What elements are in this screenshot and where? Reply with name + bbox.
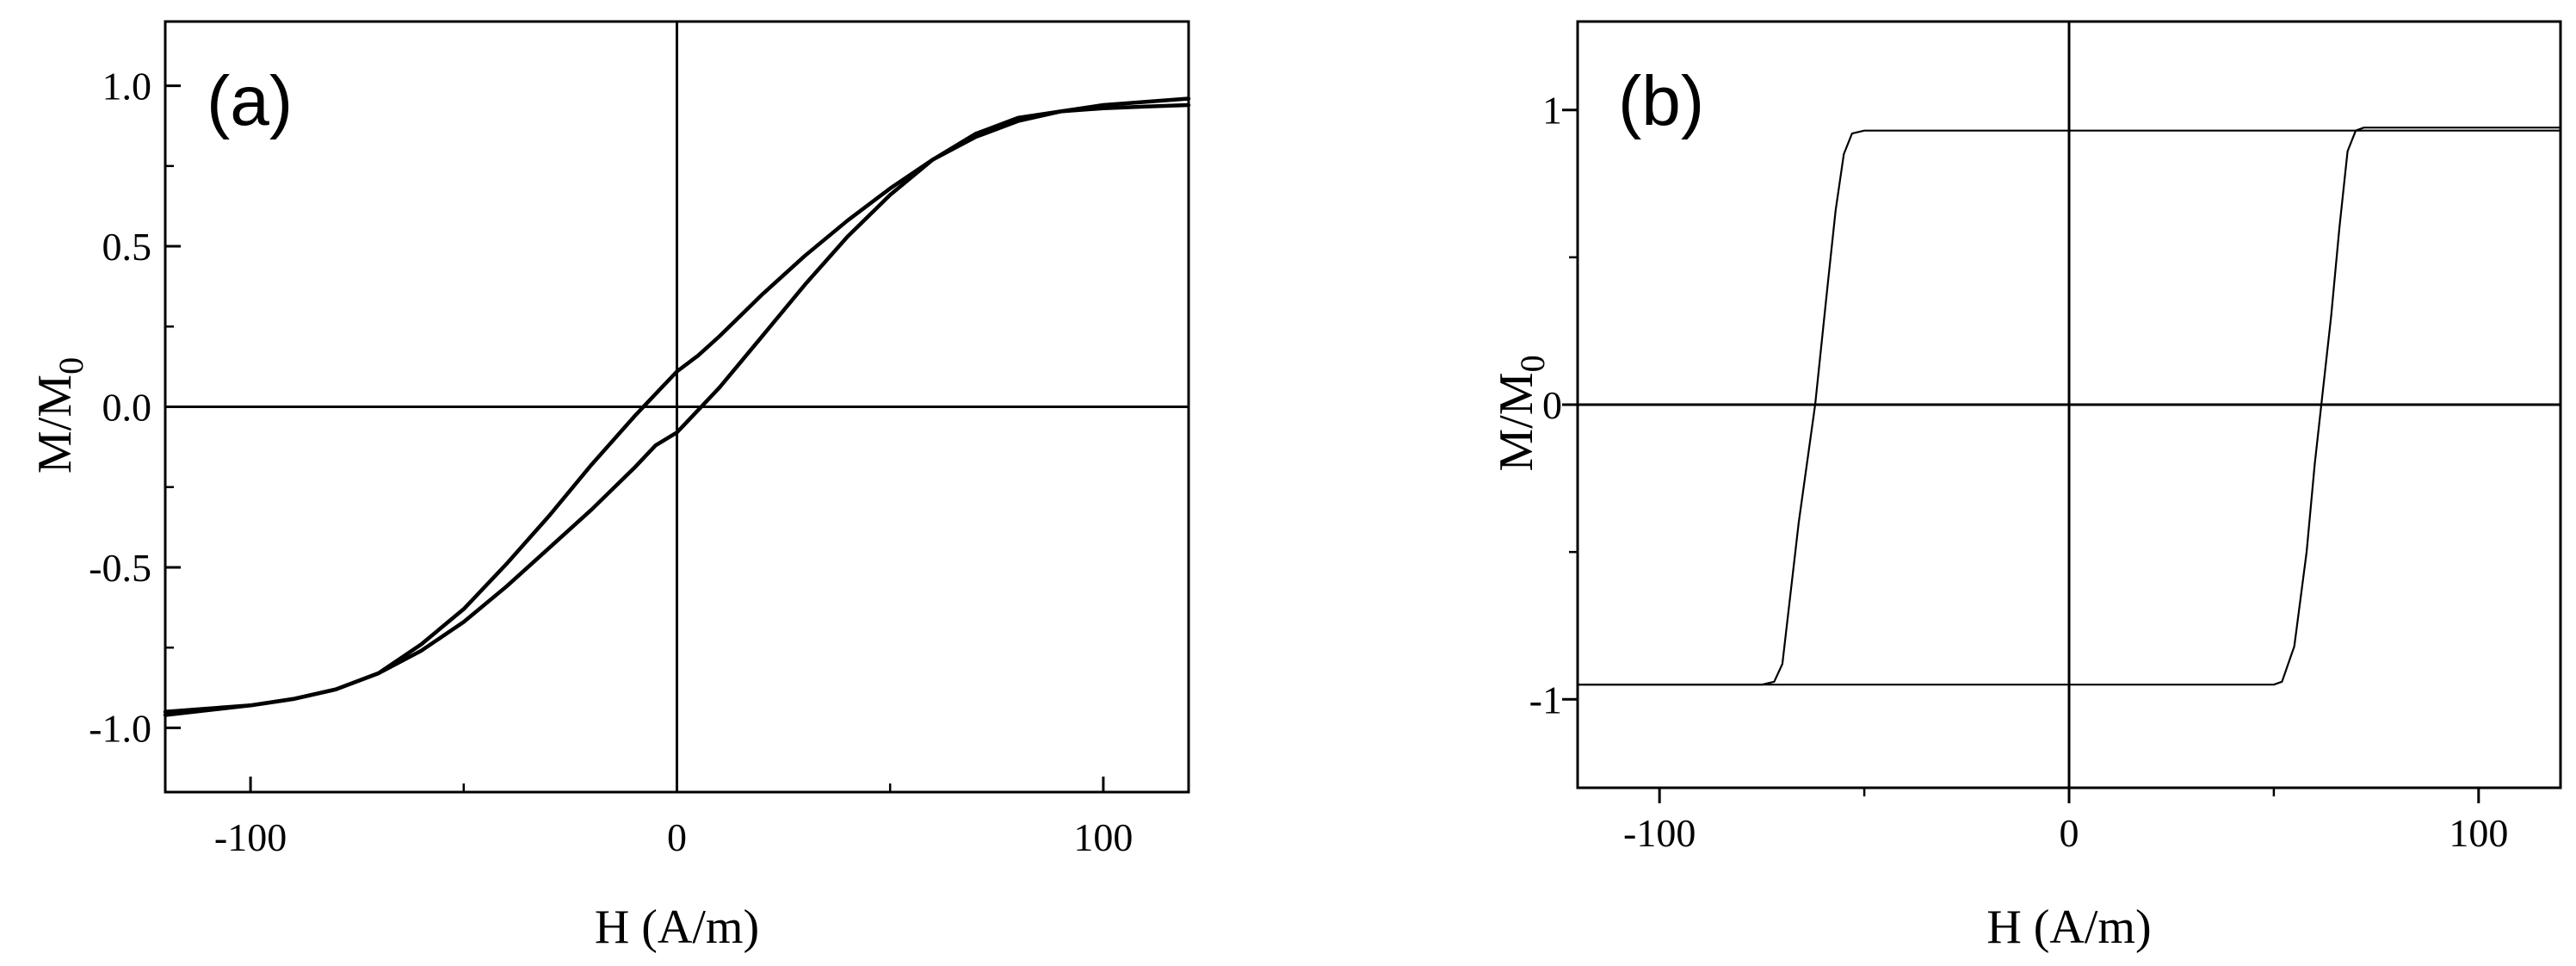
panel-b-x-tick-label: 0 <box>2060 811 2079 855</box>
panel-b-y-tick-label: 1 <box>1542 89 1562 133</box>
panel-a-y-tick-label: -0.5 <box>89 546 151 590</box>
panel-a-x-axis-title: H (A/m) <box>595 901 759 954</box>
panel-b-chart: -100 0 100 -1 0 1 (b) H (A/m) M/M0 <box>1490 20 2562 954</box>
panel-b-label: (b) <box>1618 62 1704 140</box>
panel-a-chart: -100 0 100 -1.0 -0.5 0.0 0.5 1.0 (a) H (A/m) M/M0 <box>28 20 1191 954</box>
panel-a-label: (a) <box>207 62 293 140</box>
panel-b-y-tick-label: 0 <box>1542 383 1562 427</box>
panel-a-y-tick-label: 1.0 <box>102 65 152 108</box>
panel-b-hysteresis-branch-2 <box>1576 127 2562 686</box>
panel-b-x-tick-label: 100 <box>2449 811 2508 855</box>
panel-b-y-tick-label: -1 <box>1529 678 1562 721</box>
panel-a-y-tick-label: 0.5 <box>102 225 152 269</box>
panel-a-y-tick-label: -1.0 <box>89 706 151 750</box>
panel-a-y-tick-label: 0.0 <box>102 386 152 430</box>
panel-b-y-axis-title: M/M0 <box>1490 355 1552 471</box>
panel-a-y-axis-title: M/M0 <box>28 357 90 474</box>
panel-b-x-tick-label: -100 <box>1623 811 1696 855</box>
panel-a-x-tick-label: -100 <box>214 815 287 859</box>
panel-a-hysteresis-branch-2 <box>163 96 1191 717</box>
panel-b-x-axis-title: H (A/m) <box>1986 901 2151 954</box>
panel-b-hysteresis-branch-1 <box>1576 129 2562 686</box>
panel-a-x-tick-label: 100 <box>1073 815 1133 859</box>
panel-a-x-tick-label: 0 <box>667 815 687 859</box>
